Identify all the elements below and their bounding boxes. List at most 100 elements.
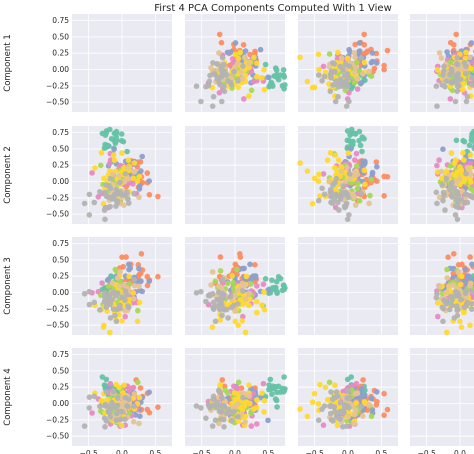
scatter-point — [240, 313, 246, 320]
scatter-point — [452, 288, 459, 295]
scatter-point — [86, 405, 93, 411]
scatter-point — [91, 393, 98, 400]
scatter-point — [469, 261, 474, 268]
scatter-point — [107, 203, 113, 210]
scatter-point — [443, 175, 450, 182]
scatter-point — [452, 98, 459, 105]
scatter-point — [109, 297, 115, 303]
scatter-point — [356, 49, 362, 56]
scatter-point — [113, 381, 119, 388]
scatter-point — [453, 61, 460, 67]
scatter-point — [335, 49, 341, 56]
scatter-point — [450, 282, 457, 288]
scatter-point — [221, 294, 227, 301]
y-tick-label: −0.25 — [46, 304, 69, 313]
scatter-point — [130, 395, 136, 402]
scatter-point — [304, 168, 311, 174]
scatter-point — [198, 405, 204, 411]
scatter-point — [253, 298, 260, 305]
scatter-point — [358, 80, 365, 86]
scatter-point — [229, 273, 235, 279]
scatter-point — [467, 322, 473, 329]
scatter-point — [122, 416, 128, 423]
y-tick-label: −0.50 — [46, 210, 69, 219]
scatter-point — [208, 282, 214, 288]
scatter-point — [338, 164, 345, 170]
scatter-point — [348, 374, 355, 380]
scatter-point — [265, 417, 271, 424]
scatter-point — [248, 423, 255, 429]
scatter-point — [464, 273, 471, 280]
scatter-point — [107, 157, 114, 163]
scatter-point — [130, 175, 136, 182]
scatter-point — [351, 79, 358, 86]
scatter-point — [114, 290, 121, 297]
scatter-point — [446, 283, 452, 289]
scatter-point — [315, 72, 322, 78]
scatter-point — [462, 266, 468, 273]
scatter-point — [242, 419, 248, 425]
scatter-point — [338, 55, 345, 61]
scatter-point — [136, 194, 142, 201]
scatter-point — [260, 281, 267, 288]
scatter-point — [352, 407, 359, 414]
scatter-point — [346, 98, 352, 105]
scatter-point — [98, 162, 104, 169]
scatter-point — [464, 164, 471, 171]
scatter-point — [203, 83, 209, 90]
panel-r4-c1: −0.50 −0.25 0.00 0.25 0.50 0.75 Component 4 −0.… — [3, 348, 172, 454]
scatter-point — [463, 98, 470, 105]
scatter-point — [130, 296, 137, 302]
scatter-point — [269, 391, 275, 398]
scatter-point — [107, 175, 114, 182]
scatter-point — [451, 185, 458, 192]
scatter-point — [434, 162, 440, 169]
scatter-point — [442, 207, 448, 213]
scatter-point — [342, 87, 349, 94]
scatter-point — [241, 282, 248, 289]
scatter-point — [322, 384, 329, 391]
scatter-point — [326, 51, 333, 57]
scatter-point — [320, 63, 327, 70]
y-tick-label: 0.75 — [52, 16, 69, 25]
scatter-point — [454, 88, 460, 95]
scatter-point — [125, 164, 131, 171]
scatter-point — [346, 63, 353, 69]
y-tick-label: 0.00 — [52, 177, 69, 186]
scatter-point — [221, 68, 227, 74]
scatter-point — [239, 407, 246, 414]
scatter-point — [235, 418, 242, 425]
scatter-point — [373, 159, 380, 165]
scatter-point — [344, 164, 350, 171]
scatter-point — [219, 276, 226, 283]
scatter-point — [116, 172, 122, 179]
scatter-point — [105, 276, 112, 283]
scatter-point — [337, 416, 344, 423]
scatter-point — [219, 403, 226, 410]
scatter-point — [122, 313, 128, 320]
scatter-point — [352, 65, 359, 71]
y-tick-label: −0.25 — [46, 193, 69, 202]
scatter-point — [346, 405, 352, 411]
scatter-point — [454, 276, 461, 283]
scatter-point — [228, 82, 235, 88]
scatter-point — [352, 54, 358, 61]
scatter-point — [454, 216, 461, 223]
scatter-point — [137, 385, 144, 391]
scatter-point — [235, 390, 241, 397]
scatter-point — [331, 61, 338, 67]
scatter-point — [349, 138, 356, 145]
scatter-point — [319, 185, 325, 192]
scatter-point — [352, 157, 358, 163]
scatter-point — [447, 186, 453, 193]
scatter-point — [136, 265, 142, 272]
scatter-point — [121, 178, 128, 185]
scatter-point — [319, 78, 325, 84]
scatter-point — [217, 381, 223, 388]
scatter-point — [242, 329, 249, 336]
scatter-point — [131, 403, 137, 410]
scatter-point — [353, 150, 360, 157]
scatter-point — [240, 288, 246, 295]
scatter-point — [447, 96, 454, 102]
